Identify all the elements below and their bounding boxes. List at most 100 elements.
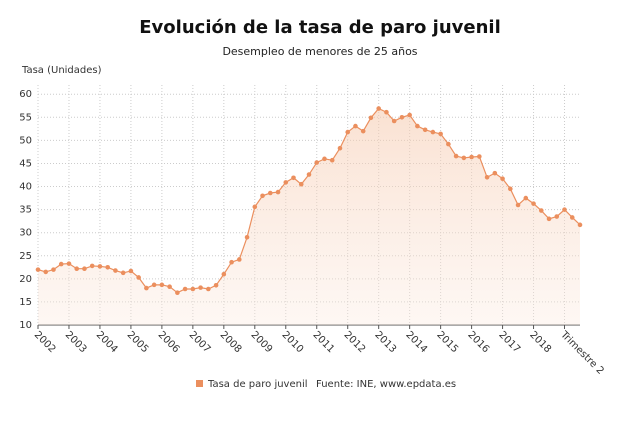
x-tick-label: 2007: [187, 329, 213, 355]
point: [144, 285, 149, 291]
x-tick-label: 2012: [341, 329, 367, 355]
point: [422, 127, 428, 133]
point: [577, 222, 583, 228]
point: [113, 268, 118, 273]
point: [105, 265, 110, 270]
point: [407, 112, 412, 118]
y-tick-label: 30: [19, 228, 32, 239]
legend-label: Tasa de paro juvenil: [207, 379, 308, 390]
x-tick-label: 2013: [372, 329, 398, 355]
y-tick-label: 45: [19, 158, 32, 169]
point: [159, 282, 165, 288]
point: [531, 201, 536, 206]
point: [329, 157, 335, 163]
point: [151, 282, 157, 288]
point: [136, 275, 141, 280]
point: [546, 216, 552, 222]
point: [508, 186, 513, 192]
point: [477, 154, 482, 159]
legend-swatch: [196, 380, 203, 387]
point: [484, 175, 490, 180]
point: [221, 271, 227, 277]
point: [89, 263, 95, 269]
point: [538, 208, 544, 213]
point: [492, 170, 498, 176]
point: [167, 284, 172, 289]
point: [291, 175, 296, 181]
point: [430, 129, 436, 135]
point: [360, 128, 366, 134]
point: [469, 154, 474, 160]
point: [515, 202, 521, 208]
point: [376, 106, 381, 111]
y-tick-label: 35: [19, 205, 32, 216]
y-tick-label: 10: [19, 320, 32, 331]
y-tick-label: 20: [19, 274, 32, 285]
area: [38, 108, 580, 326]
y-tick-label: 40: [19, 182, 32, 193]
point: [252, 204, 258, 210]
y-tick-label: 25: [19, 251, 32, 262]
x-tick-label: 2016: [465, 329, 491, 355]
point: [569, 215, 575, 220]
chart-title: Evolución de la tasa de paro juvenil: [139, 17, 500, 38]
point: [453, 153, 459, 159]
point: [446, 141, 451, 147]
point: [35, 267, 41, 272]
y-tick-label: 60: [19, 89, 32, 100]
x-tick-label: 2011: [311, 329, 337, 355]
point: [438, 131, 443, 137]
point: [82, 266, 87, 271]
source-note: Fuente: INE, www.epdata.es: [316, 379, 456, 390]
point: [461, 155, 467, 161]
point: [337, 145, 343, 151]
point: [275, 189, 281, 195]
point: [190, 286, 196, 292]
x-tick-label: 2006: [156, 329, 182, 355]
x-tick-label: 2004: [94, 329, 120, 355]
x-tick-label: 2002: [32, 329, 58, 355]
point: [391, 118, 397, 124]
chart-subtitle: Desempleo de menores de 25 años: [222, 45, 417, 58]
point: [267, 190, 273, 196]
point: [384, 109, 389, 115]
point: [260, 193, 265, 199]
x-tick-label: 2018: [527, 329, 553, 355]
y-tick-label: 55: [19, 112, 32, 123]
point: [182, 286, 188, 292]
point: [66, 261, 72, 266]
point: [500, 176, 505, 181]
x-tick-label: 2014: [403, 329, 429, 355]
point: [74, 266, 80, 271]
point: [244, 235, 250, 240]
x-tick-label: Trimestre 2: [558, 329, 606, 377]
point: [283, 180, 289, 185]
point: [523, 195, 529, 201]
x-tick-label: 2009: [249, 329, 275, 355]
point: [298, 181, 304, 187]
point: [415, 123, 420, 129]
point: [353, 123, 358, 129]
point: [97, 264, 103, 269]
point: [43, 269, 49, 275]
x-tick-label: 2003: [63, 329, 89, 355]
point: [229, 259, 234, 265]
x-tick-label: 2010: [280, 329, 306, 355]
point: [399, 115, 405, 120]
x-tick-label: 2005: [125, 329, 151, 355]
point: [198, 285, 203, 290]
point: [120, 270, 126, 276]
point: [306, 172, 312, 177]
x-tick-label: 2017: [496, 329, 522, 355]
point: [368, 115, 374, 121]
point: [58, 261, 64, 267]
point: [562, 207, 567, 212]
y-tick-label: 50: [19, 135, 32, 146]
point: [51, 267, 56, 272]
point: [213, 283, 219, 288]
x-tick-label: 2008: [218, 329, 244, 355]
y-axis-title: Tasa (Unidades): [21, 65, 102, 76]
point: [314, 160, 320, 165]
point: [128, 268, 134, 274]
